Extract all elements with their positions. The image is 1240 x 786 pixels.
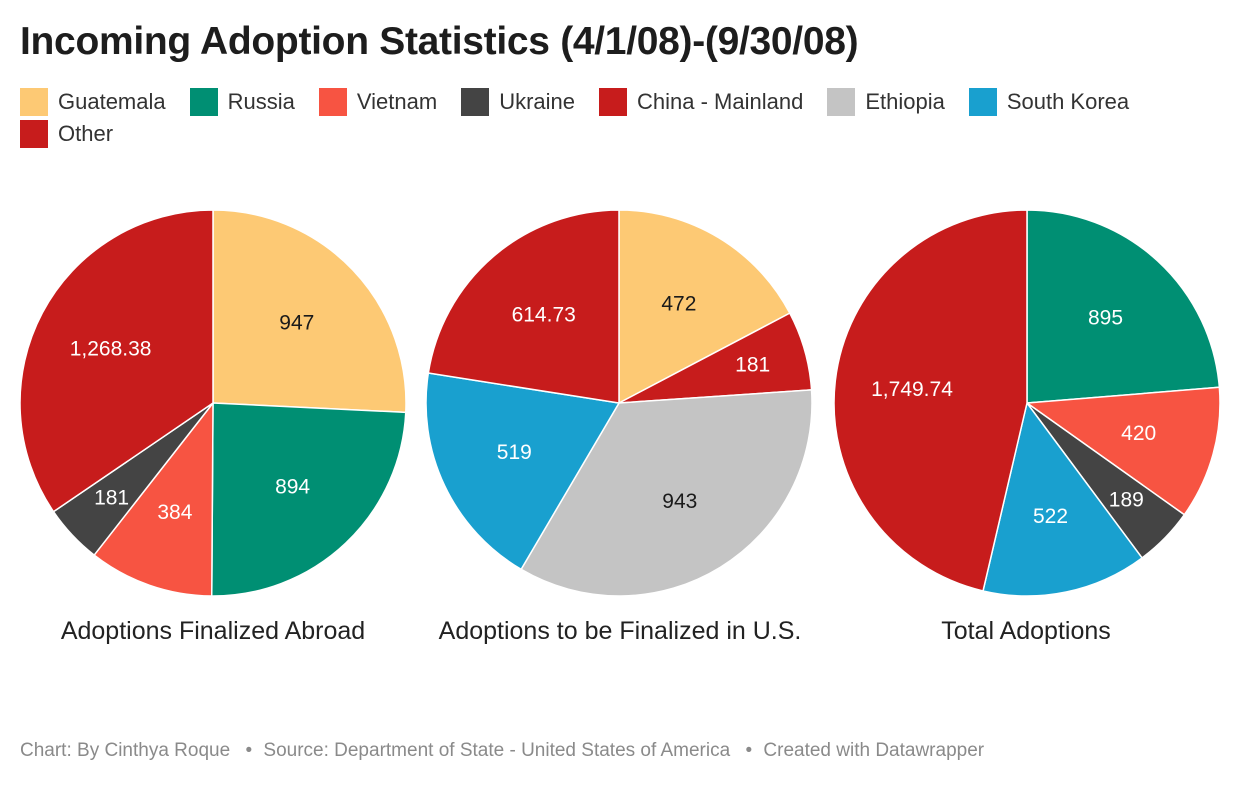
pie-value-label: 943 <box>662 490 697 513</box>
legend-item-ethiopia: Ethiopia <box>827 88 945 116</box>
chart-credit: Chart: By Cinthya Roque <box>20 740 231 761</box>
legend-item-vietnam: Vietnam <box>318 88 438 116</box>
pie-slice-other <box>19 209 214 513</box>
pie-value-label: 947 <box>279 312 314 335</box>
pie-value-label: 1,749.74 <box>871 378 953 401</box>
pie-value-label: 894 <box>275 476 310 499</box>
footer-separator: • <box>245 740 253 761</box>
pie-value-label: 614.73 <box>512 304 576 327</box>
pie-slice-guatemala <box>618 209 791 404</box>
pie-slice-russia <box>210 402 407 597</box>
pie-chart-1: 947 894 384 181 1,268.38 <box>19 209 407 597</box>
legend-label: Ethiopia <box>865 89 945 114</box>
legend-item-guatemala: Guatemala <box>20 88 166 116</box>
created-with-link[interactable]: Created with Datawrapper <box>763 740 985 761</box>
chart-source: Source: Department of State - United Sta… <box>263 740 731 761</box>
legend-swatch <box>20 120 48 148</box>
pie-title-finalized-in-us: Adoptions to be Finalized in U.S. <box>438 617 802 645</box>
pie-chart-2: 472 181 943 519 614.73 <box>425 209 813 597</box>
pie-slice-guatemala <box>212 209 407 414</box>
legend-swatch <box>968 88 997 116</box>
pie-slice-other <box>427 209 620 404</box>
legend-swatch <box>189 88 218 116</box>
chart-footer: Chart: By Cinthya Roque • Source: Depart… <box>20 740 984 762</box>
legend-swatch <box>461 88 490 116</box>
legend-label: Guatemala <box>58 89 166 114</box>
pie-value-label: 189 <box>1109 489 1144 512</box>
legend-label: Other <box>58 121 114 146</box>
pie-value-label: 420 <box>1121 422 1156 445</box>
legend-swatch <box>318 88 347 116</box>
legend-label: Vietnam <box>356 89 438 114</box>
pie-slice-vietnam <box>1026 386 1221 516</box>
legend-label: Russia <box>227 89 295 114</box>
pie-slice-ethiopia <box>520 389 813 597</box>
legend-item-south-korea: South Korea <box>968 88 1130 116</box>
pie-slice-south-korea <box>982 402 1143 597</box>
chart-legend: Guatemala Russia Vietnam Ukraine China - Mai… <box>20 88 1220 148</box>
legend-swatch <box>599 88 627 116</box>
page-title: Incoming Adoption Statistics (4/1/08)-(9… <box>20 20 859 63</box>
footer-separator: • <box>745 740 753 761</box>
pie-value-label: 384 <box>157 501 192 524</box>
legend-swatch <box>827 88 856 116</box>
legend-label: Ukraine <box>499 89 575 114</box>
legend-item-china-mainland: China - Mainland <box>599 88 803 116</box>
legend-item-russia: Russia <box>189 88 295 116</box>
pie-value-label: 519 <box>497 441 532 464</box>
pie-value-label: 181 <box>94 487 129 510</box>
pie-title-total-adoptions: Total Adoptions <box>941 617 1111 645</box>
pie-value-label: 1,268.38 <box>70 337 152 360</box>
pie-slice-vietnam <box>93 402 214 597</box>
pie-value-label: 895 <box>1088 306 1123 329</box>
pie-title-finalized-abroad: Adoptions Finalized Abroad <box>60 617 366 645</box>
pie-value-label: 522 <box>1033 505 1068 528</box>
legend-label: China - Mainland <box>637 89 804 114</box>
pie-slice-other <box>833 209 1028 592</box>
legend-label: South Korea <box>1006 89 1130 114</box>
legend-swatch <box>20 88 48 116</box>
legend-item-other: Other <box>20 120 113 148</box>
pie-slice-russia <box>1026 209 1221 404</box>
pie-value-label: 181 <box>735 354 770 377</box>
pie-slice-south-korea <box>425 372 620 571</box>
pie-chart-3: 895 420 189 522 1,749.74 <box>833 209 1221 597</box>
legend-item-ukraine: Ukraine <box>461 88 575 116</box>
pie-value-label: 472 <box>661 292 696 315</box>
